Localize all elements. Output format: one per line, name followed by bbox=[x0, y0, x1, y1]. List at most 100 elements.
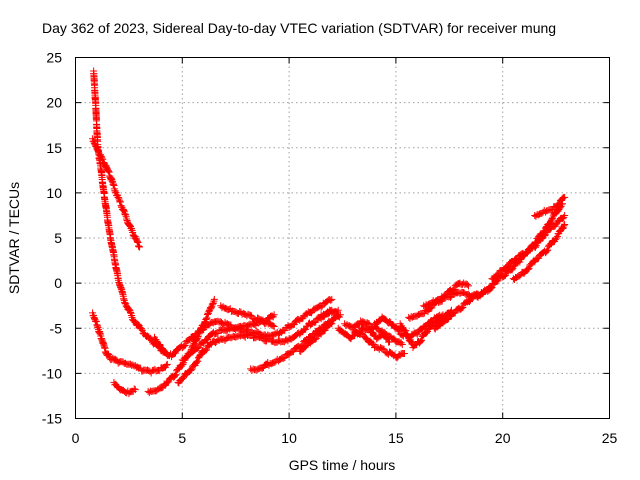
grid bbox=[75, 57, 610, 419]
sat-track-16 bbox=[349, 326, 408, 362]
data-point bbox=[290, 320, 298, 328]
data-point bbox=[328, 320, 336, 328]
data-point bbox=[458, 304, 466, 312]
data-point bbox=[125, 221, 133, 229]
data-point bbox=[556, 200, 564, 208]
y-tick-label: 5 bbox=[54, 230, 62, 246]
data-point bbox=[210, 295, 218, 303]
sat-track-4 bbox=[110, 378, 139, 398]
data-point bbox=[535, 254, 543, 262]
data-point bbox=[381, 329, 389, 337]
data-point bbox=[104, 167, 112, 175]
data-point bbox=[156, 341, 164, 349]
x-tick-label: 25 bbox=[602, 430, 618, 446]
data-point bbox=[502, 271, 510, 279]
y-tick-label: 20 bbox=[46, 95, 62, 111]
data-point bbox=[184, 352, 192, 360]
y-axis-label: SDTVAR / TECUs bbox=[6, 182, 22, 294]
data-point bbox=[158, 344, 166, 352]
data-point bbox=[523, 249, 531, 257]
data-point bbox=[551, 222, 559, 230]
data-point bbox=[417, 337, 425, 345]
data-point bbox=[418, 336, 426, 344]
sat-track-23 bbox=[488, 211, 569, 283]
data-point bbox=[508, 266, 516, 274]
data-point bbox=[163, 379, 171, 387]
x-tick-label: 10 bbox=[281, 430, 297, 446]
sat-track-7 bbox=[174, 306, 336, 387]
data-point bbox=[203, 346, 211, 354]
data-point bbox=[162, 361, 170, 369]
data-point bbox=[268, 312, 276, 320]
sat-track-13 bbox=[317, 306, 342, 320]
data-point bbox=[131, 386, 139, 394]
data-point bbox=[553, 234, 561, 242]
data-point bbox=[449, 286, 457, 294]
data-point bbox=[202, 346, 210, 354]
data-point bbox=[543, 247, 551, 255]
data-point bbox=[548, 215, 556, 223]
data-point bbox=[133, 238, 141, 246]
data-point bbox=[311, 335, 319, 343]
data-point bbox=[363, 334, 371, 342]
sat-track-12 bbox=[296, 319, 336, 355]
data-point bbox=[504, 263, 512, 271]
data-point bbox=[270, 322, 278, 330]
data-point bbox=[188, 365, 196, 373]
sat-track-21 bbox=[430, 291, 481, 333]
data-point bbox=[214, 329, 222, 337]
data-point bbox=[121, 299, 129, 307]
data-point bbox=[203, 311, 211, 319]
data-point bbox=[171, 371, 179, 379]
sat-track-9 bbox=[217, 302, 278, 330]
data-point bbox=[459, 303, 467, 311]
x-tick-label: 0 bbox=[72, 430, 80, 446]
data-point bbox=[368, 339, 376, 347]
data-point bbox=[465, 298, 473, 306]
data-point bbox=[130, 385, 138, 393]
y-tick-label: -5 bbox=[50, 320, 63, 336]
data-point bbox=[91, 141, 99, 149]
data-point bbox=[541, 232, 549, 240]
data-point bbox=[174, 365, 182, 373]
data-point bbox=[181, 341, 189, 349]
data-point bbox=[542, 248, 550, 256]
y-tick-label: 0 bbox=[54, 275, 62, 291]
data-point bbox=[494, 271, 502, 279]
data-point bbox=[172, 371, 180, 379]
data-point bbox=[561, 193, 569, 201]
y-tick-label: -10 bbox=[42, 365, 62, 381]
data-point bbox=[450, 285, 458, 293]
data-point bbox=[190, 334, 198, 342]
data-point bbox=[202, 315, 210, 323]
y-tick-label: 25 bbox=[46, 50, 62, 66]
data-point bbox=[269, 322, 277, 330]
y-tick-label: 10 bbox=[46, 185, 62, 201]
data-point bbox=[194, 344, 202, 352]
data-point bbox=[524, 265, 532, 273]
sat-track-2 bbox=[89, 135, 144, 251]
data-point bbox=[416, 338, 424, 346]
data-point bbox=[163, 360, 171, 368]
sat-track-20 bbox=[420, 279, 473, 311]
data-point bbox=[561, 211, 569, 219]
sat-track-1 bbox=[90, 67, 171, 359]
data-point bbox=[170, 372, 178, 380]
data-point bbox=[302, 343, 310, 351]
data-point bbox=[128, 225, 136, 233]
data-point bbox=[312, 318, 320, 326]
data-point bbox=[270, 311, 278, 319]
data-point bbox=[127, 308, 135, 316]
data-point bbox=[560, 222, 568, 230]
data-point bbox=[328, 295, 336, 303]
data-point bbox=[402, 327, 410, 335]
data-point bbox=[202, 315, 210, 323]
data-point bbox=[172, 349, 180, 357]
data-point bbox=[99, 155, 107, 163]
data-point bbox=[397, 339, 405, 347]
data-point bbox=[203, 314, 211, 322]
data-point bbox=[134, 239, 142, 247]
x-tick-label: 20 bbox=[495, 430, 511, 446]
data-point bbox=[398, 340, 406, 348]
